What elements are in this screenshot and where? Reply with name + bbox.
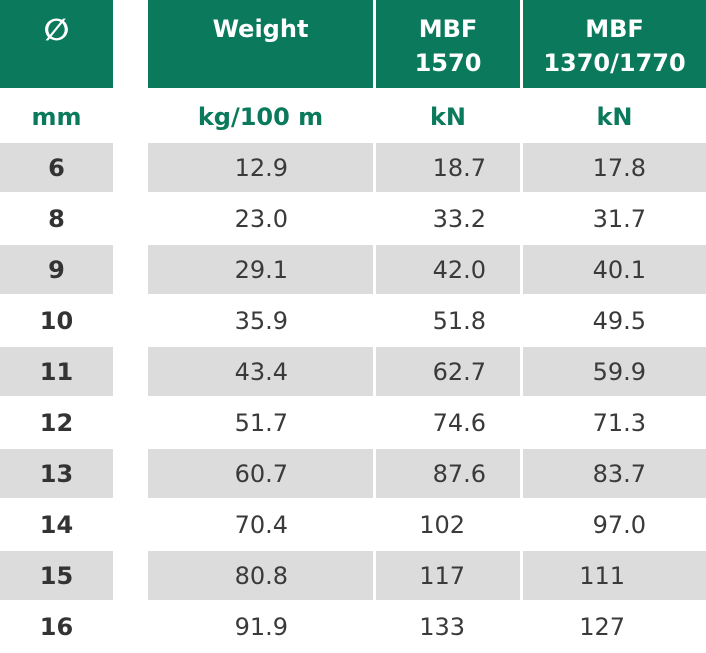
value-cell: 74.6 (432, 408, 486, 437)
unit-cell: kN (429, 102, 467, 131)
value-cell: 91.9 (234, 612, 288, 641)
value-cell: 51.7 (234, 408, 288, 437)
header-cell: Weight (148, 0, 373, 88)
value-cell: 42.0 (376, 245, 520, 294)
row-label: 15 (0, 551, 113, 600)
value-cell: 71.3 (592, 408, 646, 437)
value-cell: 59.9 (523, 347, 706, 396)
value-cell: 17.8 (523, 143, 706, 192)
row-label: 9 (0, 245, 113, 294)
value-cell: 83.7 (523, 449, 706, 498)
row-label: 14 (39, 510, 74, 539)
value-cell: 127 (579, 612, 625, 641)
value-cell: 80.8 (148, 551, 373, 600)
value-cell: 51.8 (432, 306, 486, 335)
unit-cell: kN (596, 102, 633, 131)
value-cell: 111 (523, 551, 706, 600)
value-cell: 133 (419, 612, 465, 641)
unit-cell: mm (31, 102, 82, 131)
row-label: 13 (0, 449, 113, 498)
value-cell: 35.9 (234, 306, 288, 335)
value-cell: 43.4 (148, 347, 373, 396)
value-cell: 87.6 (376, 449, 520, 498)
row-label: 6 (0, 143, 113, 192)
value-cell: 97.0 (592, 510, 646, 539)
value-cell: 12.9 (148, 143, 373, 192)
header-cell: MBF 1370/1770 (523, 0, 706, 88)
row-label: 11 (0, 347, 113, 396)
unit-cell: kg/100 m (197, 102, 324, 131)
value-cell: 49.5 (592, 306, 646, 335)
value-cell: 31.7 (592, 204, 646, 233)
row-label: 12 (39, 408, 74, 437)
value-cell: 40.1 (523, 245, 706, 294)
row-label: 16 (39, 612, 74, 641)
header-cell: MBF 1570 (376, 0, 520, 88)
value-cell: 62.7 (376, 347, 520, 396)
value-cell: 29.1 (148, 245, 373, 294)
value-cell: 23.0 (234, 204, 288, 233)
value-cell: 60.7 (148, 449, 373, 498)
value-cell: 33.2 (432, 204, 486, 233)
value-cell: 102 (419, 510, 465, 539)
row-label: 10 (39, 306, 74, 335)
value-cell: 70.4 (234, 510, 288, 539)
value-cell: 117 (376, 551, 520, 600)
row-label: 8 (48, 204, 65, 233)
value-cell: 18.7 (376, 143, 520, 192)
header-cell: ∅ (0, 0, 113, 88)
